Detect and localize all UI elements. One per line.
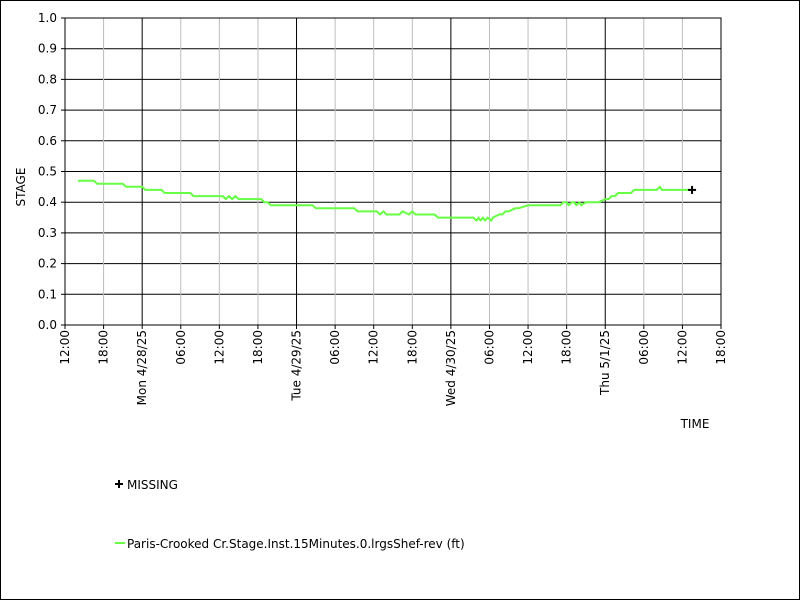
x-tick-label: 18:00 <box>97 330 111 365</box>
x-tick-label: 12:00 <box>367 330 381 365</box>
x-tick-label: 06:00 <box>328 330 342 365</box>
x-tick-label: 12:00 <box>521 330 535 365</box>
y-tick-label: 0.0 <box>38 318 57 332</box>
x-tick-label: 12:00 <box>58 330 72 365</box>
x-tick-label: 18:00 <box>714 330 728 365</box>
missing-plus-glyph <box>115 480 123 488</box>
legend-missing: MISSING <box>115 478 178 492</box>
x-tick-label: Thu 5/1/25 <box>598 330 612 396</box>
y-tick-label: 0.7 <box>38 103 57 117</box>
x-tick-label: 18:00 <box>405 330 419 365</box>
x-tick-label: 18:00 <box>560 330 574 365</box>
x-tick-label: 12:00 <box>675 330 689 365</box>
x-axis-label: TIME <box>680 417 710 431</box>
x-tick-label: 06:00 <box>482 330 496 365</box>
y-tick-label: 0.3 <box>38 226 57 240</box>
y-tick-label: 0.6 <box>38 134 57 148</box>
y-tick-label: 0.5 <box>38 165 57 179</box>
y-axis-ticks: 0.0 0.1 0.2 0.3 0.4 0.5 0.6 0.7 0.8 0.9 1.0 <box>38 11 65 332</box>
x-axis-ticks: 12:00 18:00 Mon 4/28/25 06:00 12:00 18:00 Tue … <box>58 325 728 406</box>
x-tick-label: Wed 4/30/25 <box>444 330 458 406</box>
y-tick-label: 0.9 <box>38 42 57 56</box>
x-tick-label: 18:00 <box>251 330 265 365</box>
series-layer <box>77 179 697 222</box>
missing-point <box>688 185 697 194</box>
y-tick-label: 0.1 <box>38 287 57 301</box>
y-tick-label: 1.0 <box>38 11 57 25</box>
y-axis-label: STAGE <box>14 168 28 207</box>
x-tick-label: Mon 4/28/25 <box>135 330 149 405</box>
missing-marker-icon <box>115 480 123 488</box>
x-tick-label: 12:00 <box>212 330 226 365</box>
y-tick-label: 0.8 <box>38 72 57 86</box>
y-tick-label: 0.2 <box>38 257 57 271</box>
grid-lines <box>64 17 722 326</box>
y-tick-label: 0.4 <box>38 195 57 209</box>
legend-series-label: Paris-Crooked Cr.Stage.Inst.15Minutes.0.… <box>127 537 465 551</box>
x-tick-label: 06:00 <box>174 330 188 365</box>
legend-series: Paris-Crooked Cr.Stage.Inst.15Minutes.0.… <box>115 537 465 551</box>
legend-missing-label: MISSING <box>127 478 178 492</box>
series-line <box>77 179 693 222</box>
x-tick-label: 06:00 <box>637 330 651 365</box>
x-tick-label: Tue 4/29/25 <box>290 330 304 402</box>
